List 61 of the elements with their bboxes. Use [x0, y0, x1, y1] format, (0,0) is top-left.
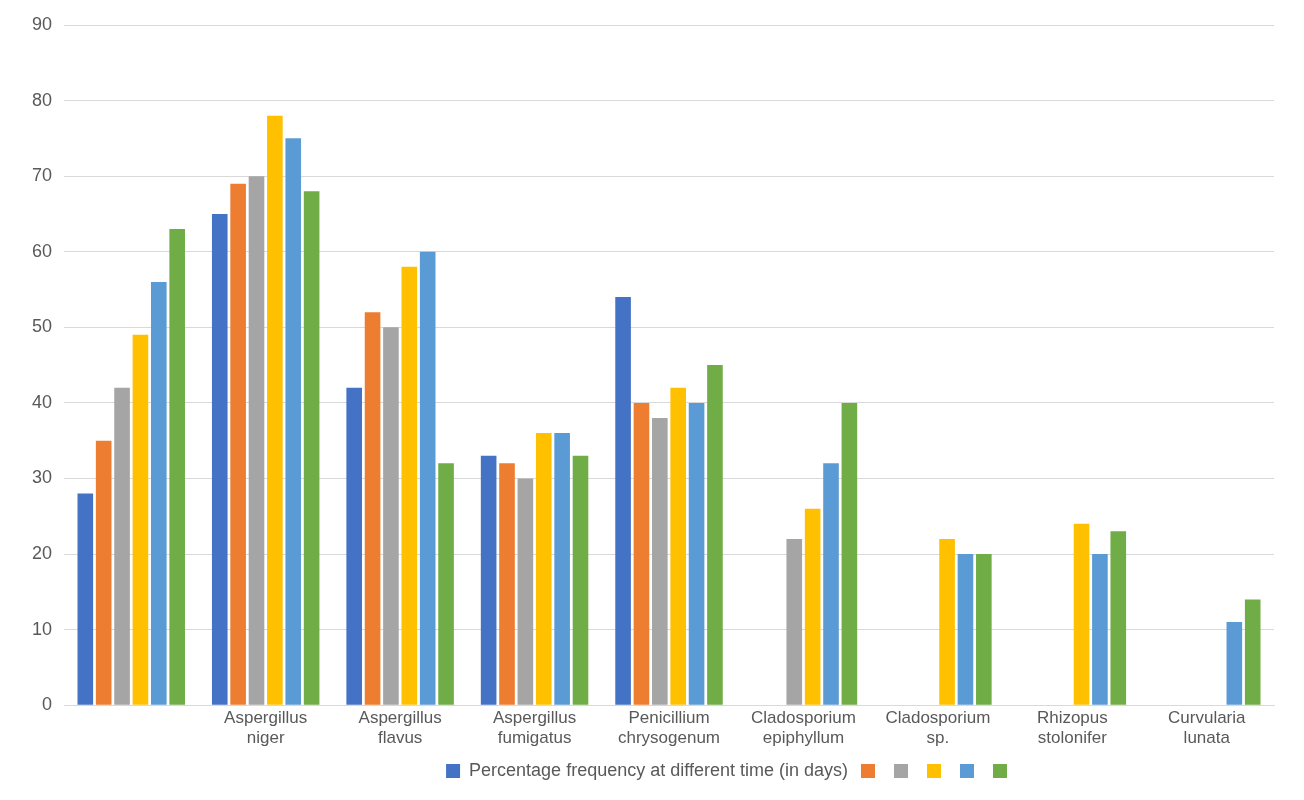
bar	[303, 191, 320, 705]
bar	[786, 538, 803, 705]
bar	[535, 433, 552, 705]
bar	[211, 213, 228, 705]
bar	[77, 493, 94, 705]
bar	[957, 554, 974, 705]
bar	[1244, 599, 1261, 705]
bar	[114, 387, 130, 705]
bar	[841, 402, 858, 705]
y-tick-label: 90	[31, 13, 53, 34]
bar	[804, 508, 821, 705]
bar	[248, 176, 265, 705]
bar	[688, 402, 705, 705]
bar	[1092, 554, 1108, 705]
bar	[615, 297, 631, 705]
bar	[517, 478, 534, 705]
bar	[670, 387, 687, 705]
bar	[267, 115, 283, 705]
x-tick-label: Aspergillus flavus	[358, 708, 442, 748]
y-tick-label: 0	[42, 694, 53, 715]
bar	[554, 433, 570, 705]
y-tick-label: 40	[31, 391, 53, 412]
bar	[169, 229, 185, 705]
bar	[285, 138, 302, 705]
bar	[364, 312, 381, 705]
y-tick-label: 70	[31, 165, 53, 186]
bar	[1073, 523, 1090, 705]
x-tick-label: Cladosporium sp.	[885, 708, 991, 748]
bar	[346, 387, 362, 705]
bar	[438, 463, 454, 705]
x-tick-label: Aspergillus niger	[224, 708, 308, 748]
bar	[572, 455, 589, 705]
x-tick-label: Penicillium chrysogenum	[617, 708, 721, 748]
bar	[150, 281, 167, 705]
bar	[383, 327, 399, 705]
y-tick-label: 30	[31, 467, 53, 488]
bar	[633, 402, 650, 705]
bar	[939, 538, 955, 705]
legend-label: Percentage frequency at different time (in days)	[469, 759, 848, 780]
bar	[401, 266, 418, 705]
x-tick-label: Rhizopus stolonifer	[1036, 708, 1108, 748]
x-tick-label: Curvularia lunata	[1168, 708, 1247, 748]
y-tick-label: 80	[31, 89, 53, 110]
bar	[132, 334, 149, 705]
x-tick-label: Cladosporium epiphyllum	[751, 708, 856, 748]
bar	[823, 463, 839, 705]
bar	[1226, 622, 1243, 705]
bar	[480, 455, 497, 705]
bar	[419, 251, 436, 705]
bar	[707, 365, 723, 705]
y-tick-label: 20	[31, 543, 53, 564]
bar	[652, 418, 668, 705]
bar	[230, 183, 246, 705]
y-tick-label: 50	[31, 316, 53, 337]
bar	[95, 440, 112, 705]
bar	[976, 554, 992, 705]
bar	[499, 463, 515, 705]
bar	[1110, 531, 1127, 705]
y-tick-label: 60	[31, 240, 53, 261]
y-tick-label: 10	[31, 618, 53, 639]
x-tick-label: Aspergillus fumigatus	[492, 708, 577, 748]
